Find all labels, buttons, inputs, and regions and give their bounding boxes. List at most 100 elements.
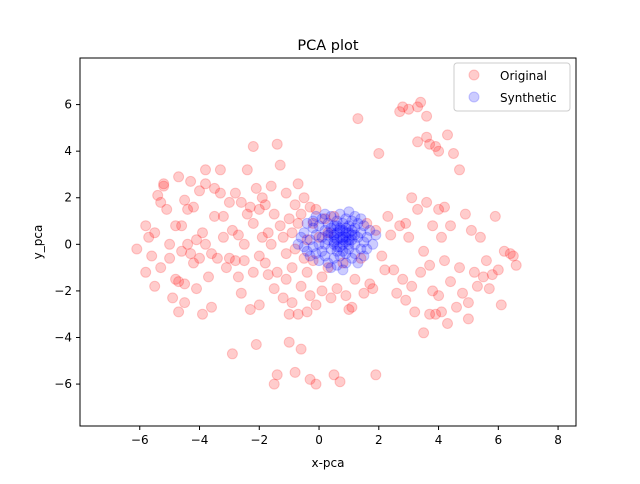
point-original-26 <box>182 203 194 215</box>
point-original-32 <box>191 234 202 246</box>
point-original-200 <box>459 208 471 220</box>
point-synthetic-81 <box>340 236 352 248</box>
y-tick-label-3: 0 <box>64 237 72 251</box>
point-original-9 <box>155 196 167 208</box>
point-synthetic-46 <box>337 238 349 250</box>
point-synthetic-4 <box>301 217 313 229</box>
point-original-98 <box>283 308 295 320</box>
point-original-29 <box>185 248 197 260</box>
point-original-119 <box>304 373 316 385</box>
point-original-121 <box>307 255 319 267</box>
point-synthetic-40 <box>334 241 346 253</box>
point-original-52 <box>223 196 235 208</box>
point-original-182 <box>430 141 442 152</box>
point-original-77 <box>256 192 268 204</box>
point-original-133 <box>328 369 340 381</box>
point-original-56 <box>229 187 241 199</box>
point-synthetic-34 <box>328 229 340 241</box>
point-synthetic-71 <box>361 231 373 243</box>
point-synthetic-42 <box>334 250 346 262</box>
point-synthetic-85 <box>331 220 343 232</box>
point-original-188 <box>436 306 447 318</box>
point-original-157 <box>394 220 406 232</box>
legend-marker-original <box>468 69 480 81</box>
point-synthetic-77 <box>328 236 340 248</box>
point-original-30 <box>188 201 199 213</box>
point-original-173 <box>418 327 430 339</box>
point-original-15 <box>167 292 179 304</box>
point-synthetic-32 <box>328 220 340 232</box>
point-original-212 <box>492 264 504 276</box>
point-original-171 <box>415 266 427 278</box>
point-synthetic-35 <box>331 215 343 227</box>
chart-title: PCA plot <box>297 38 359 54</box>
point-original-65 <box>241 208 253 220</box>
point-original-4 <box>146 250 158 262</box>
point-synthetic-28 <box>325 243 337 255</box>
x-tick-label-4: 2 <box>375 433 383 447</box>
point-original-198 <box>454 164 465 176</box>
point-original-45 <box>209 182 220 194</box>
point-synthetic-37 <box>331 234 343 246</box>
y-tick-label-0: −6 <box>54 377 72 391</box>
point-original-126 <box>316 271 328 283</box>
point-synthetic-65 <box>355 243 367 255</box>
point-original-125 <box>313 231 325 243</box>
point-original-141 <box>352 113 364 125</box>
point-original-6 <box>149 280 161 292</box>
point-original-183 <box>430 308 442 320</box>
point-synthetic-38 <box>331 259 343 271</box>
point-original-50 <box>217 231 229 243</box>
point-synthetic-26 <box>322 234 334 246</box>
point-original-84 <box>268 208 280 220</box>
point-original-181 <box>427 285 439 297</box>
point-synthetic-12 <box>310 248 322 260</box>
point-synthetic-48 <box>340 248 352 260</box>
y-tick-label-5: 4 <box>64 144 72 158</box>
point-original-73 <box>253 250 265 262</box>
point-original-78 <box>259 257 271 269</box>
point-original-158 <box>397 101 409 113</box>
point-original-109 <box>295 208 307 220</box>
series-synthetic <box>292 206 382 276</box>
point-original-135 <box>334 376 346 388</box>
point-synthetic-73 <box>364 224 376 236</box>
point-synthetic-59 <box>349 222 361 234</box>
point-original-216 <box>507 250 519 262</box>
point-original-70 <box>247 266 259 278</box>
point-original-72 <box>250 182 262 194</box>
point-original-99 <box>283 213 295 225</box>
point-original-140 <box>349 273 361 285</box>
legend-box <box>453 62 571 112</box>
point-synthetic-93 <box>331 241 343 253</box>
point-original-107 <box>292 308 304 320</box>
point-original-16 <box>170 220 182 232</box>
point-original-193 <box>445 220 456 232</box>
series-original <box>131 96 522 390</box>
point-original-143 <box>358 287 370 299</box>
point-original-186 <box>433 290 445 302</box>
point-original-64 <box>241 164 253 176</box>
point-original-71 <box>250 339 262 350</box>
point-original-38 <box>200 238 211 250</box>
point-original-190 <box>439 255 450 267</box>
point-synthetic-16 <box>313 255 325 267</box>
point-original-202 <box>462 297 474 309</box>
point-original-137 <box>340 290 352 302</box>
point-synthetic-19 <box>316 245 328 257</box>
point-original-93 <box>277 231 289 243</box>
x-tick-label-7: 8 <box>554 433 562 447</box>
point-original-112 <box>298 252 310 264</box>
point-original-116 <box>301 306 313 318</box>
point-original-199 <box>457 287 468 299</box>
point-original-206 <box>474 231 486 243</box>
point-synthetic-6 <box>304 234 316 246</box>
point-original-74 <box>253 203 265 215</box>
point-original-88 <box>271 138 283 150</box>
y-tick-label-4: 2 <box>64 191 72 205</box>
point-original-54 <box>226 348 238 360</box>
point-synthetic-22 <box>319 208 331 220</box>
point-original-8 <box>155 262 167 274</box>
point-original-106 <box>292 178 304 190</box>
point-original-195 <box>448 148 459 159</box>
